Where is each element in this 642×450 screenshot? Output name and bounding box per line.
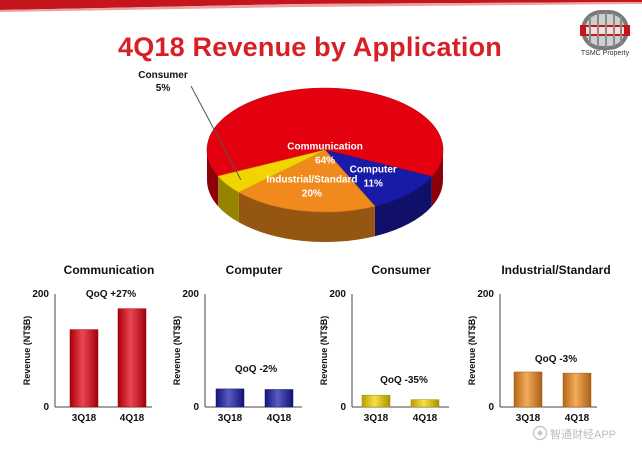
y-tick-label: 0 (488, 402, 494, 413)
pie-leader-line (190, 85, 242, 181)
y-tick-label: 200 (329, 289, 346, 300)
x-tick-label: 3Q18 (364, 413, 389, 424)
pie-value-label: 20% (302, 188, 322, 199)
pie-value-label: 64% (315, 156, 335, 167)
qoq-annotation: QoQ -2% (235, 364, 277, 375)
x-tick-label: 4Q18 (413, 413, 438, 424)
qoq-annotation: QoQ -35% (380, 375, 428, 386)
pie-slice (324, 149, 433, 207)
x-tick-label: 3Q18 (516, 413, 541, 424)
qoq-annotation: QoQ -3% (535, 354, 577, 365)
bar (361, 394, 391, 408)
y-axis-label: Revenue (NT$B) (22, 316, 32, 386)
pie-slice (217, 149, 326, 193)
bar (264, 389, 294, 408)
watermark: 智通财经APP (532, 424, 636, 442)
pie-slice-side (218, 176, 239, 223)
x-tick-label: 4Q18 (565, 413, 590, 424)
bar (69, 329, 99, 408)
watermark-logo-icon (532, 425, 548, 441)
x-tick-label: 3Q18 (72, 413, 97, 424)
y-axis-label: Revenue (NT$B) (319, 316, 329, 386)
pie-label: Communication (287, 142, 363, 153)
y-tick-label: 200 (32, 289, 49, 300)
pie-label: Computer (350, 165, 397, 176)
qoq-annotation: QoQ +27% (86, 289, 136, 300)
y-tick-label: 200 (477, 289, 494, 300)
y-tick-label: 200 (182, 289, 199, 300)
bar-chart-title: Communication (64, 263, 155, 277)
tsmc-logo-icon (580, 10, 630, 50)
slide-title: 4Q18 Revenue by Application (117, 32, 502, 62)
bar-chart-computer: Computer 200 0 Revenue (NT$B) 3Q18 4Q18 QoQ -2… (172, 263, 302, 424)
pie-slice (238, 149, 376, 213)
bar (215, 388, 245, 408)
pie-label: Consumer (138, 70, 188, 81)
pie-slice (206, 87, 444, 177)
top-band (0, 0, 642, 12)
y-tick-label: 0 (340, 402, 346, 413)
x-tick-label: 3Q18 (218, 413, 243, 424)
bar (410, 399, 440, 408)
bar-chart-title: Consumer (371, 263, 431, 277)
pie-value-label: 11% (363, 179, 383, 190)
pie-label: Industrial/Standard (266, 174, 357, 185)
bar-chart-title: Industrial/Standard (501, 263, 610, 277)
bar (117, 308, 147, 408)
pie-chart: Communication 64% Computer 11% Industrial/St… (138, 70, 444, 243)
bar (513, 371, 543, 408)
y-axis-label: Revenue (NT$B) (467, 316, 477, 386)
pie-slice-side (374, 176, 432, 237)
bar-chart-consumer: Consumer 200 0 Revenue (NT$B) 3Q18 4Q18 QoQ -3… (319, 263, 449, 424)
x-tick-label: 4Q18 (120, 413, 145, 424)
pie-value-label: 5% (156, 83, 171, 94)
y-tick-label: 0 (43, 402, 49, 413)
watermark-text: 智通财经APP (550, 429, 617, 441)
x-tick-label: 4Q18 (267, 413, 292, 424)
bar-chart-industrial-standard: Industrial/Standard 200 0 Revenue (NT$B) 3Q1… (467, 263, 611, 424)
y-axis-label: Revenue (NT$B) (172, 316, 182, 386)
bar-chart-title: Computer (226, 263, 283, 277)
bar (562, 372, 592, 408)
logo-caption: TSMC Property (580, 50, 630, 57)
y-tick-label: 0 (193, 402, 199, 413)
bar-chart-communication: Communication 200 0 Revenue (NT$B) 3Q18 4Q18 Q… (22, 263, 154, 424)
pie-slice-side (238, 192, 375, 243)
